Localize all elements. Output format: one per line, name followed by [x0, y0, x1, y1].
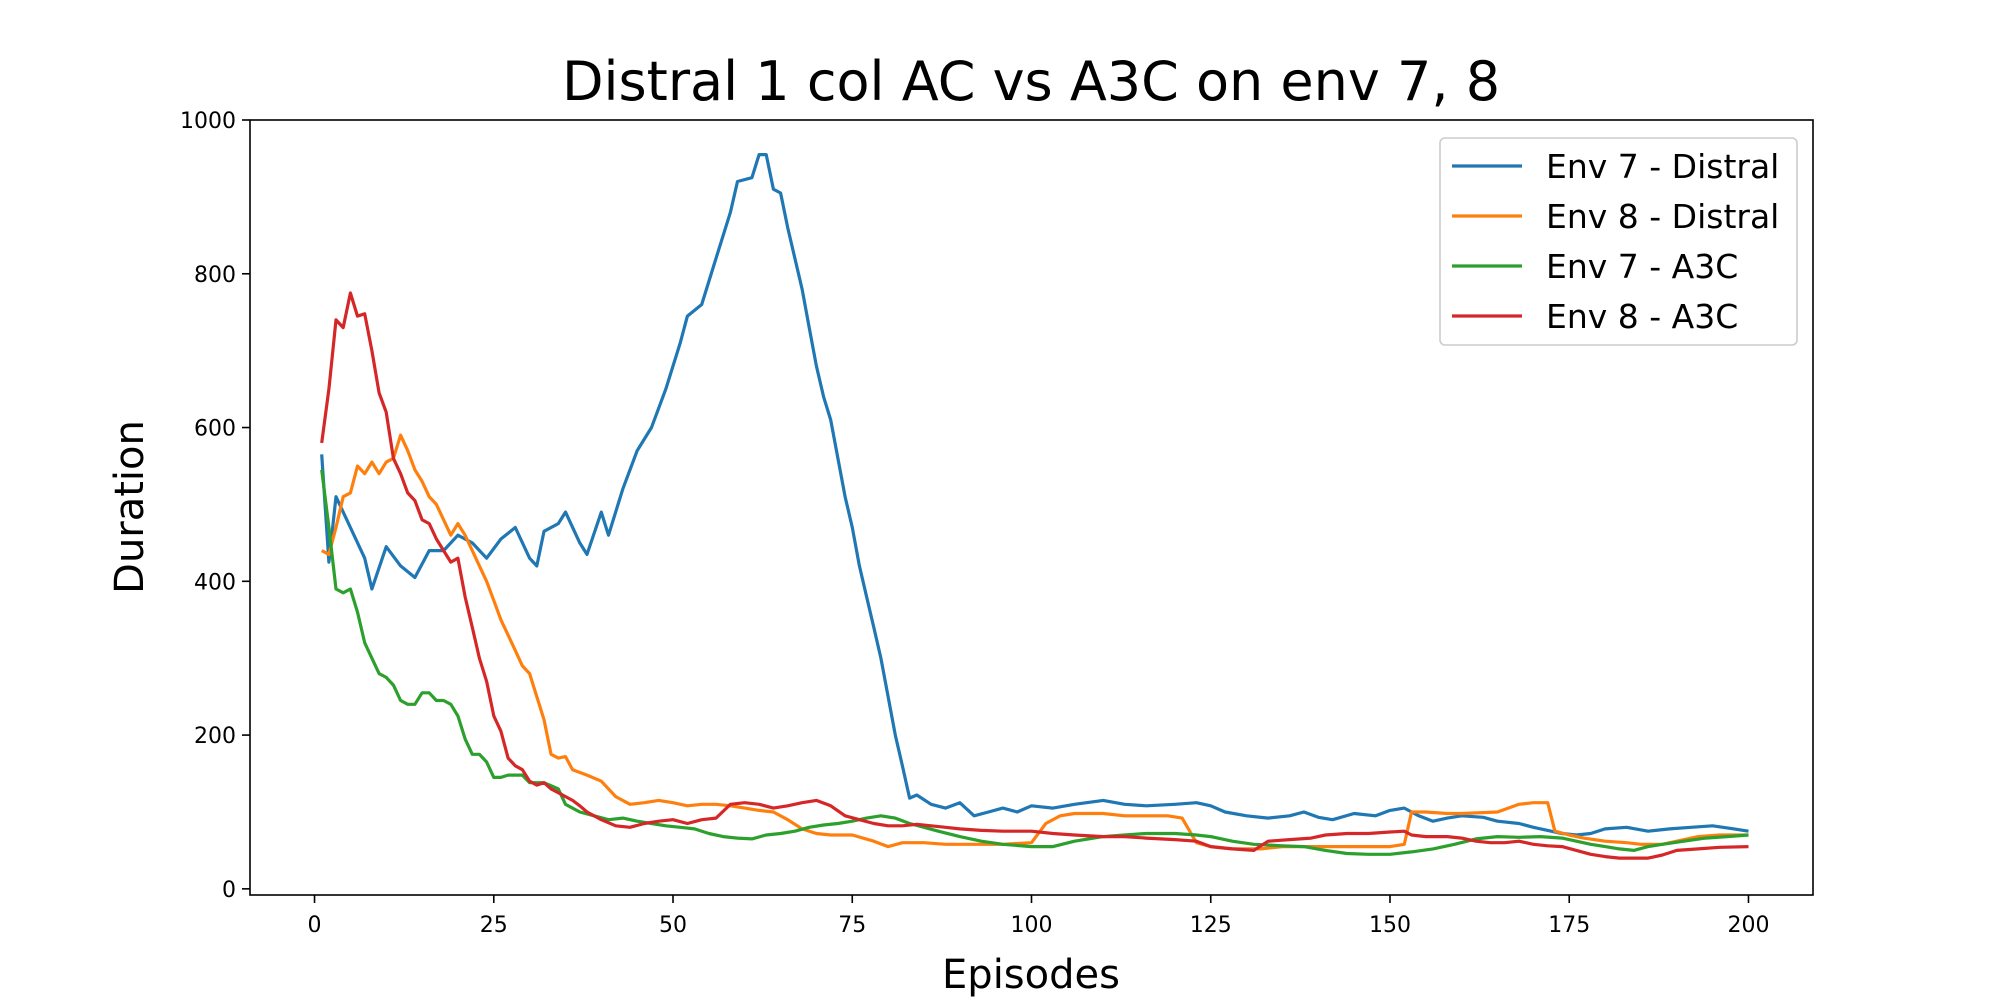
y-axis-ticks: 0 200 400 600 800 1000 — [180, 109, 250, 903]
legend-box — [1439, 137, 1798, 346]
chart-title: Distral 1 col AC vs A3C on env 7, 8 — [562, 50, 1500, 113]
y-tick-label: 1000 — [180, 109, 236, 134]
y-tick-label: 200 — [194, 724, 236, 749]
legend-label: Env 8 - A3C — [1546, 297, 1738, 336]
legend-label: Env 7 - A3C — [1546, 247, 1738, 286]
y-axis-label: Duration — [107, 420, 153, 594]
x-axis-ticks: 0 25 50 75 100 125 150 175 200 — [308, 895, 1769, 938]
x-tick-label: 75 — [838, 913, 866, 938]
legend-label: Env 8 - Distral — [1546, 197, 1779, 236]
x-tick-label: 200 — [1727, 913, 1769, 938]
x-axis-label: Episodes — [942, 952, 1120, 998]
y-tick-label: 800 — [194, 263, 236, 288]
y-tick-label: 400 — [194, 570, 236, 595]
series-line-4 — [320, 291, 1749, 860]
x-tick-label: 50 — [659, 913, 687, 938]
plot-area — [320, 153, 1749, 860]
series-line-3 — [320, 469, 1749, 856]
y-tick-label: 0 — [222, 878, 236, 903]
x-tick-label: 100 — [1011, 913, 1053, 938]
series-line-2 — [320, 433, 1749, 851]
x-tick-label: 25 — [480, 913, 508, 938]
legend: Env 7 - Distral Env 8 - Distral Env 7 - A3… — [1439, 137, 1798, 346]
legend-label: Env 7 - Distral — [1546, 147, 1779, 186]
y-tick-label: 600 — [194, 417, 236, 442]
x-tick-label: 150 — [1369, 913, 1411, 938]
series-line-1 — [320, 153, 1749, 837]
x-tick-label: 125 — [1190, 913, 1232, 938]
x-tick-label: 175 — [1548, 913, 1590, 938]
x-tick-label: 0 — [308, 913, 322, 938]
